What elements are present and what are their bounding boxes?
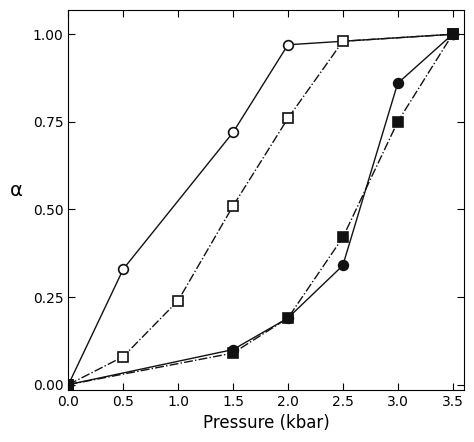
X-axis label: Pressure (kbar): Pressure (kbar) [202, 414, 329, 432]
Y-axis label: α: α [10, 181, 23, 200]
